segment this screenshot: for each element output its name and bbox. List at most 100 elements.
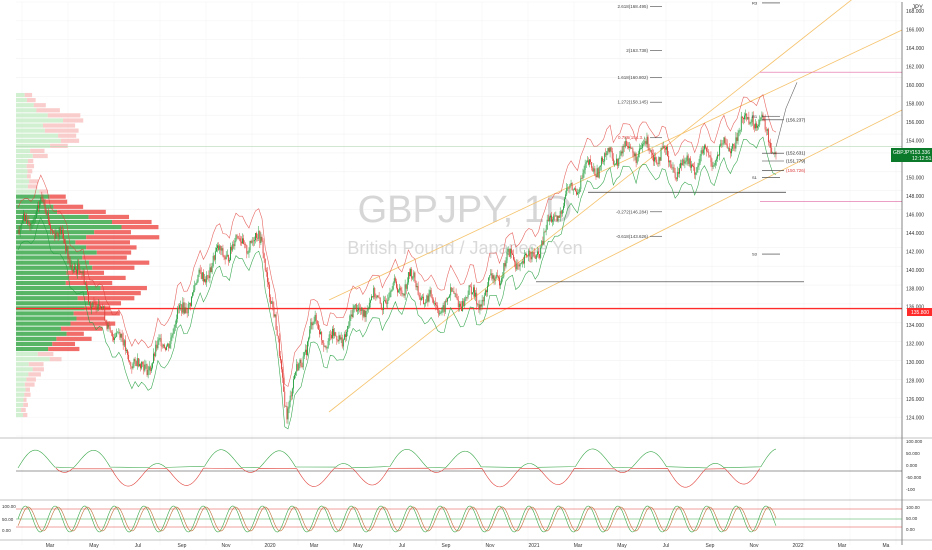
vp-bar-up bbox=[16, 113, 48, 118]
candle-body bbox=[210, 267, 212, 273]
vp-bar-up bbox=[16, 280, 66, 286]
candle-body bbox=[723, 137, 725, 144]
candle-body bbox=[747, 117, 749, 120]
x-tick-label: 2021 bbox=[528, 543, 539, 549]
candle-body bbox=[341, 337, 343, 347]
candle-body bbox=[52, 229, 54, 233]
candle-body bbox=[595, 175, 597, 178]
vp-bar-up bbox=[16, 123, 43, 128]
candle-body bbox=[115, 336, 117, 338]
volume-profile bbox=[16, 92, 160, 418]
vp-bar-down bbox=[36, 108, 60, 113]
candle-body bbox=[201, 272, 203, 279]
candle-body bbox=[676, 172, 678, 180]
candle-body bbox=[643, 143, 645, 145]
candle-body bbox=[209, 267, 211, 279]
candle-body bbox=[107, 324, 109, 329]
candle-body bbox=[144, 364, 146, 371]
fib-label: 1.618(160.802) bbox=[617, 75, 648, 80]
vp-bar-up bbox=[16, 351, 38, 357]
candle-body bbox=[18, 229, 20, 235]
candle-body bbox=[663, 146, 665, 148]
annotations: 2.618(168.495) 2(163.738) 1.618(160.802) 1.… bbox=[616, 0, 806, 256]
candle-body bbox=[373, 288, 375, 298]
candle-body bbox=[522, 261, 524, 264]
candle-body bbox=[436, 305, 438, 306]
vp-bar-up bbox=[16, 331, 67, 336]
vp-bar-up bbox=[16, 184, 28, 189]
candle-body bbox=[534, 256, 536, 259]
candle-body bbox=[396, 281, 397, 288]
candle-body bbox=[98, 304, 100, 307]
candle-body bbox=[603, 161, 605, 162]
candle-body bbox=[693, 165, 695, 168]
x-tick-label: Mar bbox=[838, 543, 847, 549]
candle-body bbox=[273, 306, 275, 317]
candle-body bbox=[79, 268, 81, 273]
candle-body bbox=[20, 222, 22, 227]
candle-body bbox=[319, 329, 320, 335]
candle-body bbox=[270, 296, 272, 304]
candle-body bbox=[736, 137, 738, 141]
candle-body bbox=[767, 129, 769, 143]
vp-bar-down bbox=[26, 164, 35, 169]
candle-body bbox=[261, 236, 263, 241]
candle-body bbox=[762, 114, 764, 117]
candle-body bbox=[536, 251, 538, 256]
axis-corner: JPY bbox=[912, 5, 923, 11]
candle-body bbox=[655, 157, 657, 160]
vp-bar-down bbox=[45, 199, 68, 204]
candle-body bbox=[263, 253, 265, 259]
candle-body bbox=[62, 230, 63, 234]
vp-bar-up bbox=[16, 219, 112, 225]
candle-body bbox=[385, 300, 387, 303]
grid bbox=[16, 1, 902, 545]
vp-bar-down bbox=[32, 367, 44, 372]
candle-body bbox=[671, 167, 673, 169]
candle-body bbox=[211, 266, 213, 273]
candle-body bbox=[255, 233, 256, 241]
vp-bar-up bbox=[16, 296, 78, 301]
candle-body bbox=[54, 233, 56, 239]
osc2-tick: 100.00 bbox=[906, 505, 920, 510]
candle-body bbox=[323, 342, 325, 347]
candle-body bbox=[625, 141, 627, 147]
candle-body bbox=[563, 206, 564, 210]
candle-body bbox=[636, 157, 638, 163]
fib-label: -0.272(146.284) bbox=[616, 209, 649, 214]
candle-body bbox=[278, 338, 280, 356]
candle-body bbox=[586, 160, 588, 163]
y-tick-label: 142.000 bbox=[906, 249, 924, 255]
candle-body bbox=[674, 172, 676, 178]
candle-body bbox=[275, 314, 277, 330]
y-tick-label: 166.000 bbox=[906, 28, 924, 34]
candle-body bbox=[633, 152, 635, 156]
candle-body bbox=[185, 307, 187, 313]
candle-body bbox=[478, 304, 480, 310]
y-tick-label: 156.000 bbox=[906, 120, 924, 126]
candle-body bbox=[619, 155, 621, 159]
candle-body bbox=[143, 364, 145, 371]
candle-body bbox=[349, 315, 351, 326]
candle-body bbox=[282, 369, 284, 378]
candle-body bbox=[111, 332, 113, 337]
candle-body bbox=[647, 137, 649, 148]
vp-bar-down bbox=[23, 402, 28, 407]
candle-body bbox=[77, 263, 79, 274]
candle-body bbox=[593, 168, 595, 172]
candle-body bbox=[577, 192, 579, 195]
candle-body bbox=[234, 240, 236, 247]
vp-bar-up bbox=[16, 108, 37, 113]
candle-body bbox=[147, 370, 149, 376]
candle-body bbox=[425, 302, 427, 304]
candle-body bbox=[714, 160, 716, 166]
candle-body bbox=[397, 287, 398, 293]
candle-body bbox=[662, 146, 664, 149]
candle-body bbox=[82, 271, 84, 274]
candle-body bbox=[558, 215, 560, 218]
candle-body bbox=[609, 147, 611, 153]
candle-body bbox=[523, 255, 525, 264]
vp-bar-down bbox=[53, 204, 84, 209]
candle-body bbox=[158, 338, 160, 341]
candle-body bbox=[306, 349, 307, 355]
